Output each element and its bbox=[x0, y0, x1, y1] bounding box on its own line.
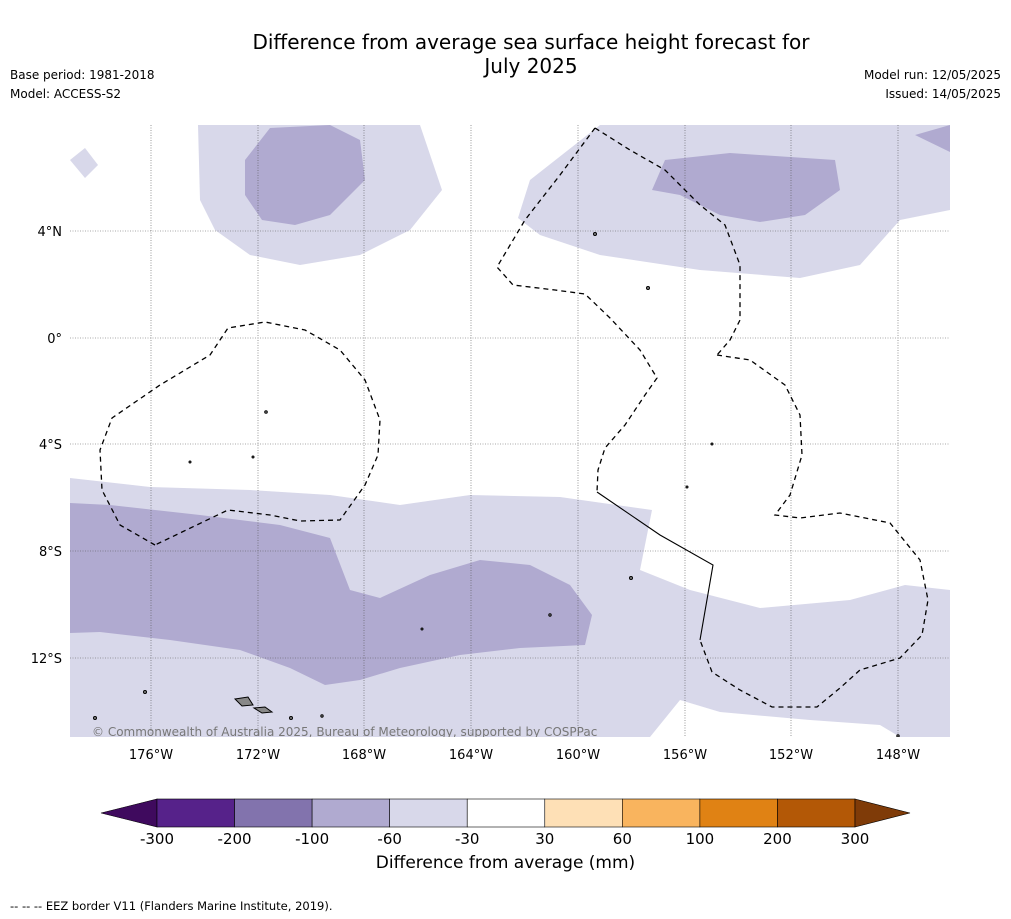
colorbar-tick-label: 300 bbox=[841, 830, 870, 848]
island-dot bbox=[685, 485, 689, 489]
eez-border-central bbox=[594, 127, 929, 708]
copyright-notice: © Commonwealth of Australia 2025, Bureau… bbox=[92, 725, 597, 739]
anomaly-mid-south bbox=[70, 503, 592, 685]
island-dot bbox=[548, 613, 552, 617]
islands bbox=[93, 232, 900, 737]
colorbar-box bbox=[466, 798, 546, 828]
title-line-1: Difference from average sea surface heig… bbox=[252, 30, 810, 54]
island-dot bbox=[896, 734, 900, 737]
eez-footnote: -- -- -- EEZ border V11 (Flanders Marine… bbox=[10, 899, 333, 913]
colorbar-tick-label: 60 bbox=[613, 830, 632, 848]
lat-label: 8°S bbox=[39, 545, 62, 560]
colorbar-tick-label: -100 bbox=[295, 830, 329, 848]
island-dot bbox=[710, 442, 714, 446]
colorbar-box bbox=[311, 798, 390, 828]
colorbar-box bbox=[156, 798, 235, 828]
colorbar: -300 -200 -100 -60 -30 30 60 100 200 300 bbox=[100, 798, 911, 848]
lon-label: 148°W bbox=[876, 748, 920, 763]
colorbar-tick-label: 30 bbox=[535, 830, 554, 848]
colorbar-box bbox=[622, 798, 701, 828]
lon-label: 156°W bbox=[663, 748, 707, 763]
anomaly-mid-corner bbox=[915, 125, 950, 152]
eez-solid bbox=[596, 491, 714, 641]
model-run: Model run: 12/05/2025 bbox=[863, 68, 1001, 82]
island-dot bbox=[143, 690, 147, 694]
colorbar-tick-label: 200 bbox=[763, 830, 792, 848]
island-large bbox=[233, 696, 254, 707]
colorbar-tick-label: -200 bbox=[218, 830, 252, 848]
colorbar-arrow-low bbox=[100, 798, 158, 828]
colorbar-tick-label: -300 bbox=[140, 830, 174, 848]
lon-label: 176°W bbox=[129, 748, 173, 763]
island-dot bbox=[420, 627, 424, 631]
lon-label: 152°W bbox=[769, 748, 813, 763]
island-dot bbox=[646, 286, 650, 290]
island-dot bbox=[264, 410, 268, 414]
lat-label: 12°S bbox=[31, 652, 62, 667]
island-dot bbox=[629, 576, 633, 580]
island-medium bbox=[252, 706, 274, 714]
colorbar-tick-label: -30 bbox=[455, 830, 480, 848]
anomaly-mid-north-east bbox=[652, 153, 840, 222]
lat-label: 4°S bbox=[39, 438, 62, 453]
issued-date: Issued: 14/05/2025 bbox=[885, 87, 1001, 101]
lon-label: 168°W bbox=[342, 748, 386, 763]
colorbar-label: Difference from average (mm) bbox=[375, 853, 636, 873]
island-dot bbox=[593, 232, 597, 236]
anomaly-mid-north-west bbox=[245, 125, 365, 225]
colorbar-arrow-high bbox=[854, 798, 911, 828]
lon-label: 172°W bbox=[236, 748, 280, 763]
lon-label: 160°W bbox=[556, 748, 600, 763]
island-dot bbox=[188, 460, 192, 464]
lon-labels: 176°W 172°W 168°W 164°W 160°W 156°W 152°… bbox=[129, 748, 920, 763]
title-line-2: July 2025 bbox=[484, 54, 578, 78]
colorbar-boxes bbox=[156, 798, 856, 828]
lat-labels: 4°N 0° 4°S 8°S 12°S bbox=[31, 225, 62, 667]
colorbar-tick-label: -60 bbox=[377, 830, 402, 848]
model-name: Model: ACCESS-S2 bbox=[10, 87, 122, 101]
lat-label: 4°N bbox=[38, 225, 63, 240]
anomaly-light-patch bbox=[70, 148, 98, 178]
island-dot bbox=[320, 714, 324, 718]
map-plot-area: © Commonwealth of Australia 2025, Bureau… bbox=[70, 125, 950, 739]
colorbar-ticks: -300 -200 -100 -60 -30 30 60 100 200 300 bbox=[140, 830, 869, 848]
island-dot bbox=[93, 716, 97, 720]
colorbar-box bbox=[389, 798, 468, 828]
island-dot bbox=[289, 716, 293, 720]
base-period: Base period: 1981-2018 bbox=[10, 68, 155, 82]
graticule bbox=[70, 125, 950, 737]
lat-label: 0° bbox=[47, 332, 62, 347]
eez-borders bbox=[99, 127, 929, 708]
lon-label: 164°W bbox=[449, 748, 493, 763]
map-title: Difference from average sea surface heig… bbox=[200, 30, 862, 78]
eez-border-north bbox=[496, 127, 658, 493]
meta-right: Model run: 12/05/2025 Issued: 14/05/2025 bbox=[864, 66, 1001, 104]
meta-left: Base period: 1981-2018 Model: ACCESS-S2 bbox=[10, 66, 155, 104]
island-dot bbox=[251, 455, 255, 459]
colorbar-tick-label: 100 bbox=[686, 830, 715, 848]
colorbar-box bbox=[777, 798, 856, 828]
colorbar-box bbox=[699, 798, 778, 828]
colorbar-box bbox=[234, 798, 313, 828]
colorbar-box bbox=[544, 798, 623, 828]
